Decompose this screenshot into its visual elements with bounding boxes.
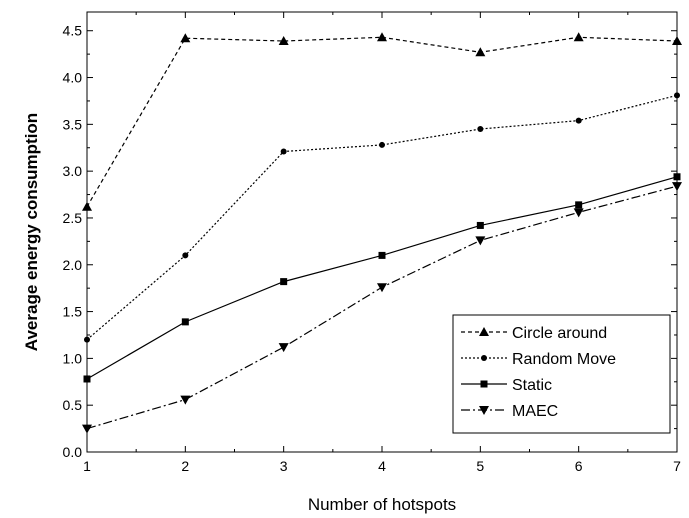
y-tick-label: 1.5 bbox=[63, 304, 83, 320]
y-tick-label: 4.5 bbox=[63, 23, 83, 39]
square-marker bbox=[181, 318, 189, 326]
y-tick-label: 3.0 bbox=[63, 163, 83, 179]
y-axis-title: Average energy consumption bbox=[22, 113, 41, 351]
circle-marker bbox=[477, 126, 484, 133]
legend-triangle-up-marker bbox=[479, 327, 489, 336]
legend-circle-marker bbox=[481, 355, 487, 361]
legend: Circle around Random Move Static MAEC bbox=[452, 314, 671, 434]
y-tick-label: 3.5 bbox=[63, 116, 83, 132]
series-group bbox=[83, 173, 681, 383]
triangle-up-marker bbox=[475, 47, 486, 57]
y-axis-ticks: 0.0 0.5 1.0 1.5 2.0 2.5 3.0 3.5 4.0 4.5 bbox=[63, 23, 677, 460]
x-tick-label: 1 bbox=[83, 458, 91, 474]
triangle-up-marker bbox=[82, 201, 92, 211]
series-group bbox=[82, 32, 682, 211]
circle-marker bbox=[575, 117, 582, 124]
triangle-down-marker bbox=[475, 236, 486, 246]
y-tick-label: 0.0 bbox=[63, 444, 83, 460]
triangle-down-marker bbox=[278, 343, 289, 353]
y-tick-label: 2.0 bbox=[63, 257, 83, 273]
triangle-down-marker bbox=[573, 208, 584, 218]
x-axis-title: Number of hotspots bbox=[308, 495, 456, 514]
triangle-up-marker bbox=[278, 36, 289, 46]
x-tick-label: 4 bbox=[378, 458, 386, 474]
x-tick-label: 5 bbox=[476, 458, 484, 474]
x-tick-label: 7 bbox=[673, 458, 681, 474]
square-marker bbox=[476, 221, 484, 229]
square-marker bbox=[673, 173, 681, 181]
x-axis-ticks: 1 2 3 4 5 6 7 bbox=[83, 12, 681, 474]
y-tick-label: 0.5 bbox=[63, 397, 83, 413]
circle-marker bbox=[182, 252, 189, 259]
triangle-down-marker bbox=[82, 424, 92, 434]
triangle-up-marker bbox=[573, 32, 584, 42]
legend-label: Random Move bbox=[512, 351, 616, 368]
y-tick-label: 2.5 bbox=[63, 210, 83, 226]
square-marker bbox=[378, 251, 386, 259]
series-group bbox=[84, 92, 680, 343]
square-marker bbox=[83, 375, 91, 383]
legend-label: Static bbox=[512, 377, 552, 394]
legend-label: MAEC bbox=[512, 403, 558, 420]
square-marker bbox=[575, 201, 583, 209]
circle-marker bbox=[379, 141, 385, 148]
legend-square-marker bbox=[480, 380, 488, 388]
series-group bbox=[82, 182, 682, 434]
circle-marker bbox=[84, 336, 90, 343]
y-tick-label: 4.0 bbox=[63, 70, 83, 86]
triangle-up-marker bbox=[377, 32, 387, 42]
legend-label: Circle around bbox=[512, 325, 607, 342]
triangle-down-marker bbox=[180, 395, 191, 405]
legend-triangle-down-marker bbox=[479, 406, 489, 415]
series-line bbox=[86, 36, 678, 208]
series-line bbox=[86, 94, 678, 341]
y-tick-label: 1.0 bbox=[63, 350, 83, 366]
triangle-up-marker bbox=[180, 33, 191, 43]
triangle-down-marker bbox=[377, 283, 387, 293]
series-layer bbox=[82, 32, 682, 434]
x-tick-label: 3 bbox=[280, 458, 288, 474]
legend-box bbox=[452, 314, 671, 434]
triangle-down-marker bbox=[672, 182, 682, 192]
x-tick-label: 6 bbox=[575, 458, 583, 474]
circle-marker bbox=[280, 148, 287, 155]
circle-marker bbox=[674, 92, 680, 99]
square-marker bbox=[280, 278, 288, 286]
x-tick-label: 2 bbox=[181, 458, 189, 474]
triangle-up-marker bbox=[672, 36, 682, 46]
